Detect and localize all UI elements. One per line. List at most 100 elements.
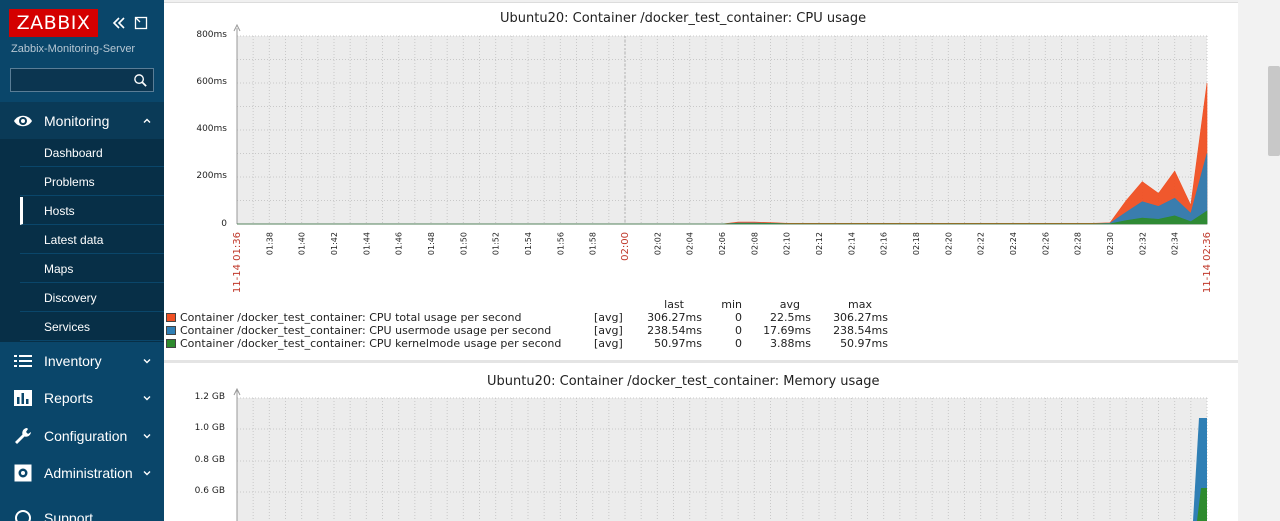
sidebar-item-latest-data[interactable]: Latest data (20, 226, 164, 254)
cpu-y-tick: 400ms (196, 124, 227, 134)
menu-monitoring-label: Monitoring (44, 113, 110, 129)
menu-reports-label: Reports (44, 390, 94, 406)
search-input[interactable] (11, 69, 131, 91)
sidebar: ZABBIX Zabbix-Monitoring-Server Monitori… (0, 0, 164, 521)
legend-max: 50.97ms (840, 337, 888, 350)
x-tick-label: 01:58 (589, 232, 598, 255)
cpu-series-area (237, 82, 1208, 225)
legend-avg: 17.69ms (763, 324, 811, 337)
legend-name: Container /docker_test_container: CPU us… (180, 324, 552, 337)
x-tick-label: 01:44 (362, 232, 371, 255)
memory-y-tick: 1.2 GB (194, 392, 225, 402)
x-tick-label: 01:42 (330, 232, 339, 255)
legend-swatch (166, 326, 176, 335)
cpu-series-area (237, 153, 1208, 225)
cpu-y-tick: 0 (221, 219, 227, 229)
search-icon[interactable] (133, 73, 148, 88)
x-tick-label: 02:18 (912, 232, 921, 255)
memory-y-tick: 1.0 GB (194, 423, 225, 433)
menu-administration[interactable]: Administration (0, 454, 164, 492)
cpu-usage-chart[interactable]: 11-14 01:36 01:38 01:40 01:42 01:44 01:46 01:4… (225, 24, 1225, 294)
list-icon (14, 355, 32, 367)
sidebar-item-label: Discovery (44, 291, 97, 305)
menu-inventory-label: Inventory (44, 353, 102, 369)
cpu-y-tick: 800ms (196, 30, 227, 40)
zabbix-logo[interactable]: ZABBIX (9, 9, 98, 37)
logo-row: ZABBIX (0, 0, 164, 40)
cpu-series-area (237, 210, 1208, 225)
top-border (164, 0, 1238, 3)
memory-series-area (1197, 488, 1207, 521)
menu-configuration[interactable]: Configuration (0, 417, 164, 455)
legend-min: 0 (735, 337, 742, 350)
menu-administration-label: Administration (44, 465, 133, 481)
x-tick-label: 01:48 (427, 232, 436, 255)
legend-row: Container /docker_test_container: CPU ke… (166, 337, 896, 350)
legend-name: Container /docker_test_container: CPU ke… (180, 337, 562, 350)
memory-usage-chart[interactable] (225, 388, 1225, 521)
memory-y-tick: 0.8 GB (194, 455, 225, 465)
support-icon (15, 510, 31, 521)
cpu-y-tick: 600ms (196, 77, 227, 87)
cpu-graph-title: Ubuntu20: Container /docker_test_contain… (500, 11, 867, 26)
menu-support[interactable]: Support (0, 499, 164, 521)
x-tick-label: 02:26 (1041, 232, 1050, 255)
wrench-icon (15, 428, 31, 444)
legend-name: Container /docker_test_container: CPU to… (180, 311, 522, 324)
legend-min: 0 (735, 324, 742, 337)
x-tick-end-label: 11-14 02:36 (1202, 232, 1213, 293)
x-tick-label: 02:00 (620, 232, 631, 261)
cpu-grid (233, 24, 1208, 225)
menu-monitoring[interactable]: Monitoring (0, 102, 164, 140)
x-tick-label: 02:14 (847, 232, 856, 255)
sidebar-item-hosts[interactable]: Hosts (20, 197, 164, 225)
x-tick-label: 01:54 (524, 232, 533, 255)
scrollbar-thumb[interactable] (1268, 66, 1280, 156)
x-tick-label: 02:04 (686, 232, 695, 255)
chevron-down-icon (143, 471, 151, 476)
legend-header-avg: avg (779, 298, 800, 311)
cpu-y-axis-arrow (233, 24, 241, 32)
x-tick-label: 02:22 (977, 232, 986, 255)
sidebar-item-dashboard[interactable]: Dashboard (20, 139, 164, 167)
chevron-up-icon (143, 118, 151, 123)
x-tick-label: 02:20 (944, 232, 953, 255)
legend-header-last: last (664, 298, 684, 311)
cpu-x-ticks: 11-14 01:36 01:38 01:40 01:42 01:44 01:46 01:4… (232, 232, 1213, 293)
legend-last: 238.54ms (647, 324, 702, 337)
x-tick-label: 01:50 (459, 232, 468, 255)
chevron-down-icon (143, 359, 151, 364)
x-tick-label: 02:32 (1138, 232, 1147, 255)
kiosk-mode-icon[interactable] (133, 15, 149, 31)
sidebar-item-label: Maps (44, 262, 74, 276)
server-name: Zabbix-Monitoring-Server (11, 43, 136, 55)
legend-row: Container /docker_test_container: CPU us… (166, 324, 896, 337)
legend-min: 0 (735, 311, 742, 324)
memory-grid (233, 388, 1208, 521)
bar-chart-icon (14, 390, 32, 406)
x-tick-label: 02:28 (1074, 232, 1083, 255)
legend-last: 50.97ms (654, 337, 702, 350)
eye-icon (14, 115, 32, 127)
memory-series-areas (1193, 418, 1207, 521)
legend-header-max: max (848, 298, 872, 311)
legend-fn: [avg] (594, 311, 623, 324)
search-box[interactable] (10, 68, 154, 92)
menu-support-label: Support (44, 510, 94, 521)
menu-inventory[interactable]: Inventory (0, 342, 164, 380)
sidebar-item-label: Latest data (44, 233, 104, 247)
sidebar-item-services[interactable]: Services (20, 313, 164, 341)
collapse-sidebar-icon[interactable] (111, 15, 127, 31)
x-tick-label: 02:12 (815, 232, 824, 255)
memory-graph-title: Ubuntu20: Container /docker_test_contain… (487, 374, 880, 389)
menu-reports[interactable]: Reports (0, 379, 164, 417)
x-tick-label: 02:02 (653, 232, 662, 255)
legend-row: Container /docker_test_container: CPU to… (166, 311, 896, 324)
memory-y-tick: 0.6 GB (194, 486, 225, 496)
x-tick-label: 02:06 (718, 232, 727, 255)
sidebar-item-maps[interactable]: Maps (20, 255, 164, 283)
sidebar-item-discovery[interactable]: Discovery (20, 284, 164, 312)
sidebar-item-problems[interactable]: Problems (20, 168, 164, 196)
x-tick-label: 02:10 (783, 232, 792, 255)
sidebar-item-label: Problems (44, 175, 95, 189)
